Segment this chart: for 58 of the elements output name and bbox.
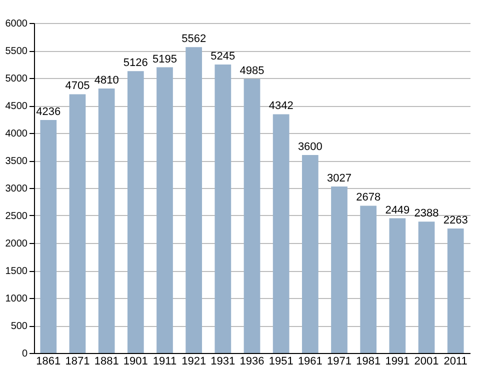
- bar: [40, 120, 57, 353]
- bar: [127, 71, 144, 353]
- data-label: 2263: [443, 214, 468, 227]
- data-label: 5245: [210, 50, 236, 63]
- bar: [214, 64, 232, 353]
- x-tick-label: 1981: [356, 356, 381, 368]
- y-tick-label: 6000: [5, 18, 28, 30]
- data-label: 2388: [414, 208, 439, 220]
- y-tick-label: 500: [10, 321, 28, 332]
- data-label: 5126: [123, 57, 148, 70]
- y-tick-label: 1500: [5, 266, 28, 277]
- y-tick-label: 3500: [5, 156, 28, 167]
- data-label: 4985: [240, 64, 264, 77]
- bar: [360, 206, 377, 353]
- x-tick-label: 1921: [182, 356, 206, 368]
- x-tick-label: 1901: [123, 356, 148, 368]
- y-tick-label: 5000: [5, 74, 28, 84]
- bar: [98, 88, 115, 353]
- data-label: 4810: [94, 74, 119, 86]
- data-label: 4236: [36, 106, 61, 118]
- data-label: 2678: [356, 192, 381, 204]
- bar: [156, 67, 173, 353]
- data-label: 4705: [65, 80, 90, 92]
- bar: [331, 186, 348, 353]
- x-tick-label: 1961: [298, 356, 322, 368]
- y-tick-label: 4000: [5, 128, 28, 140]
- bar: [244, 78, 260, 353]
- data-label: 4342: [268, 100, 294, 112]
- x-tick-label: 1971: [327, 356, 352, 368]
- data-label: 5562: [182, 33, 206, 46]
- x-tick-label: 2011: [444, 356, 468, 368]
- y-tick-label: 0: [22, 348, 28, 360]
- x-tick-label: 1936: [240, 356, 264, 368]
- bar: [69, 94, 86, 353]
- x-tick-label: 1911: [152, 356, 177, 368]
- data-label: 3600: [298, 141, 322, 153]
- data-label: 2449: [385, 204, 410, 216]
- bar: [186, 47, 202, 353]
- bar: [389, 218, 406, 353]
- y-tick-label: 1000: [5, 294, 28, 304]
- y-tick-label: 4500: [5, 101, 28, 112]
- x-tick-label: 1871: [65, 356, 90, 368]
- y-tick-label: 2000: [5, 238, 28, 250]
- data-label: 5195: [152, 53, 177, 66]
- bar: [272, 114, 290, 353]
- x-tick-label: 1951: [268, 356, 294, 368]
- y-tick-label: 3000: [5, 184, 28, 194]
- bar: [302, 155, 318, 353]
- x-tick-label: 2001: [414, 356, 439, 368]
- x-tick-label: 1931: [210, 356, 236, 368]
- x-tick-label: 1861: [36, 356, 61, 368]
- x-tick-label: 1881: [94, 356, 119, 368]
- y-tick-label: 5500: [5, 46, 28, 57]
- bar: [418, 222, 435, 353]
- y-tick-label: 2500: [5, 211, 28, 222]
- bar: [447, 228, 464, 353]
- data-label: 3027: [327, 172, 352, 185]
- x-tick-label: 1991: [385, 356, 410, 368]
